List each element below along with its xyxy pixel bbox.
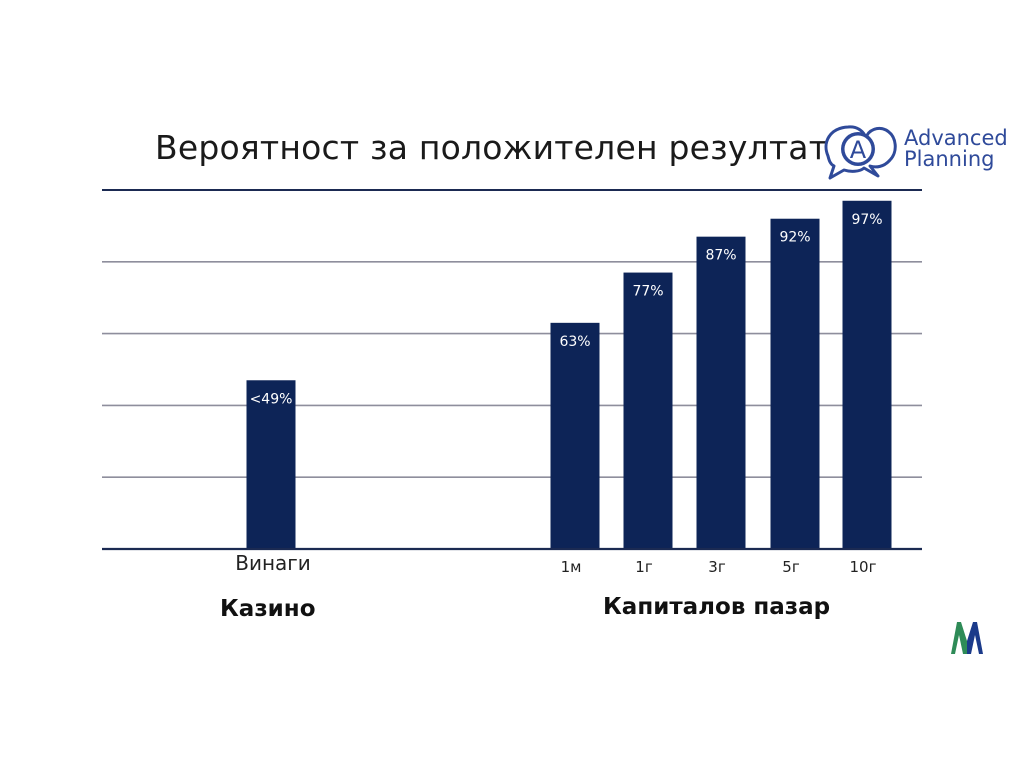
bar xyxy=(770,218,820,549)
bar xyxy=(246,380,296,549)
speech-bubble-logo-icon: A xyxy=(824,125,897,180)
category-tick-label: 1м xyxy=(561,558,582,576)
category-tick-label: 10г xyxy=(850,558,877,576)
bar-data-label: 97% xyxy=(851,212,882,228)
bar-data-label: 87% xyxy=(705,248,736,264)
bar xyxy=(842,200,892,549)
category-tick-label: 1г xyxy=(635,558,653,576)
category-tick-label: Винаги xyxy=(235,551,311,575)
bar-data-label: 92% xyxy=(779,230,810,246)
category-tick-label: 3г xyxy=(708,558,726,576)
bar-data-label: 63% xyxy=(559,334,590,350)
group-label-casino: Казино xyxy=(220,596,316,622)
bar xyxy=(696,236,746,550)
group-label-capital-market: Капиталов пазар xyxy=(603,594,831,620)
bar-data-label: 77% xyxy=(632,284,663,300)
m-logo-icon xyxy=(951,622,983,654)
category-tick-label: 5г xyxy=(782,558,800,576)
logo-line2: Planning xyxy=(904,147,995,171)
bar xyxy=(550,322,600,549)
bar-data-label: <49% xyxy=(250,391,293,407)
logo-badge-letter: A xyxy=(850,136,867,164)
logo-line1: Advanced xyxy=(904,126,1008,150)
advanced-planning-logo: A Advanced Planning xyxy=(820,122,1020,182)
page-title: Вероятност за положителен резултат xyxy=(155,128,829,167)
bar xyxy=(623,272,673,549)
